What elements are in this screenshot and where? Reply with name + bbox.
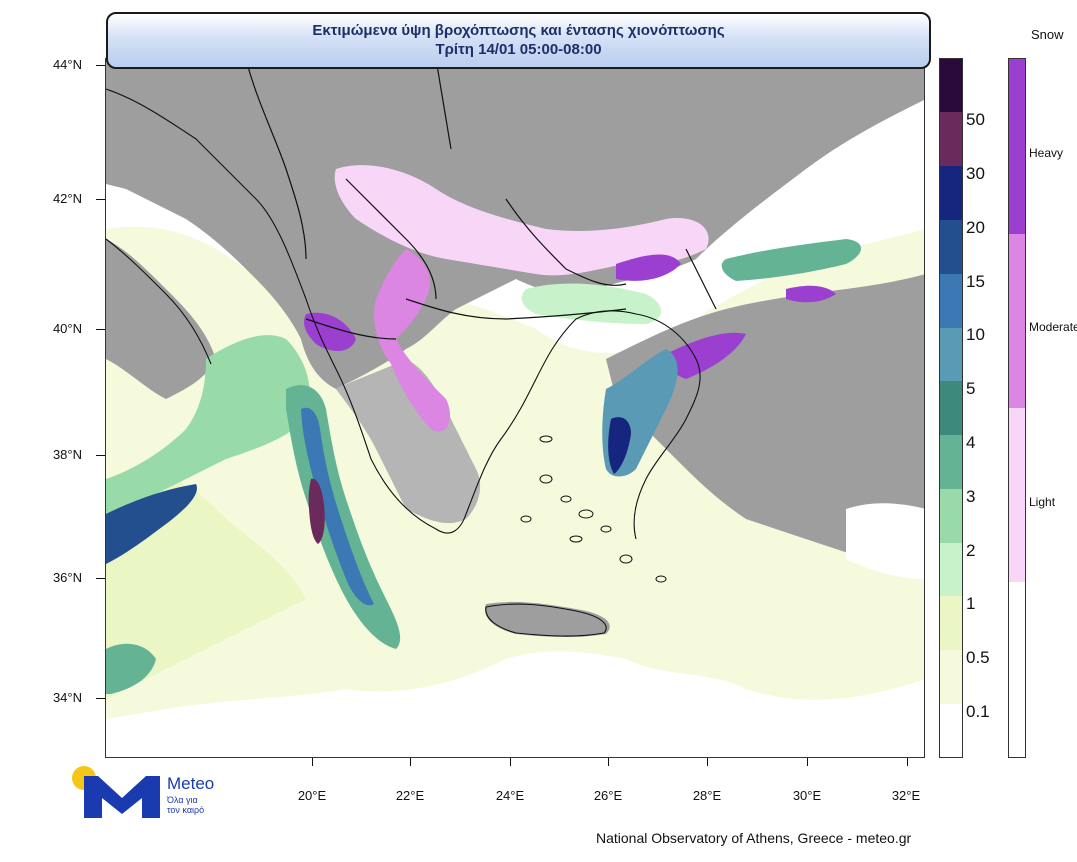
logo-tagline: Όλα για τον καιρό <box>167 795 227 815</box>
lon-label-28: 28°E <box>692 788 722 803</box>
lon-tick <box>707 758 708 766</box>
rain-swatch-below-01 <box>939 704 963 757</box>
lon-label-24: 24°E <box>495 788 525 803</box>
rain-swatch-05-1 <box>939 596 963 650</box>
lon-tick <box>410 758 411 766</box>
rain-level-label: 10 <box>966 325 985 344</box>
snow-level-heavy: Heavy <box>1029 146 1064 160</box>
logo-tagline-line2: τον καιρό <box>167 805 205 815</box>
cyprus-sea <box>846 503 924 579</box>
rain-swatch-4-5 <box>939 381 963 435</box>
meteo-logo-icon <box>84 776 160 818</box>
lat-tick <box>96 698 105 699</box>
lon-tick <box>807 758 808 766</box>
rain-level-label: 0.1 <box>966 702 990 721</box>
rain-swatch-2-3 <box>939 489 963 543</box>
snow-swatch-light <box>1008 408 1026 582</box>
rain-level-label: 50 <box>966 110 985 129</box>
lon-label-22: 22°E <box>395 788 425 803</box>
map-subtitle: Τρίτη 14/01 05:00-08:00 <box>435 41 602 58</box>
lon-tick <box>312 758 313 766</box>
lat-tick <box>96 578 105 579</box>
heavy-snow-anatolia <box>665 332 746 379</box>
lon-label-32: 32°E <box>891 788 921 803</box>
snow-level-light: Light <box>1029 495 1056 509</box>
logo-name: Meteo <box>167 774 215 793</box>
rain-level-label: 15 <box>966 272 985 291</box>
lat-tick <box>96 199 105 200</box>
rain-band-ionian-outer <box>106 335 310 519</box>
rain-band-north-aegean <box>521 283 661 324</box>
rain-swatch-3-4 <box>939 435 963 489</box>
logo-tagline-line1: Όλα για <box>167 795 198 805</box>
lon-label-26: 26°E <box>593 788 623 803</box>
rain-level-label: 3 <box>966 487 976 506</box>
snow-swatch-none <box>1008 582 1026 757</box>
lat-label-34: 34°N <box>52 690 82 705</box>
rain-swatch-50plus <box>939 59 963 112</box>
moderate-snow-greece <box>374 249 451 432</box>
lon-label-30: 30°E <box>792 788 822 803</box>
rain-level-label: 4 <box>966 433 976 452</box>
map-title: Εκτιμώμενα ύψη βροχόπτωσης και έντασης χ… <box>312 22 725 39</box>
rain-level-label: 5 <box>966 379 976 398</box>
rain-level-label: 20 <box>966 218 985 237</box>
map-canvas <box>106 59 924 757</box>
lat-label-44: 44°N <box>52 57 82 72</box>
coastlines <box>106 88 701 637</box>
heavy-snow-marmara <box>786 285 836 303</box>
crete-land <box>485 601 610 638</box>
rain-level-label: 0.5 <box>966 648 990 667</box>
snow-swatch-heavy <box>1008 59 1026 234</box>
snow-level-moderate: Moderate <box>1029 320 1077 334</box>
rain-level-label: 1 <box>966 594 976 613</box>
lat-label-42: 42°N <box>52 191 82 206</box>
rain-swatch-1-2 <box>939 543 963 596</box>
lat-label-36: 36°N <box>52 570 82 585</box>
rain-level-label: 30 <box>966 164 985 183</box>
rain-swatch-01-05 <box>939 650 963 704</box>
lon-tick <box>608 758 609 766</box>
snow-swatch-moderate <box>1008 234 1026 408</box>
lat-label-38: 38°N <box>52 447 82 462</box>
precipitation-map <box>105 58 925 758</box>
snow-legend-title: Snow <box>1031 27 1064 42</box>
greece-land <box>336 359 481 524</box>
rain-band-ionian-peak <box>308 478 325 544</box>
lat-label-40: 40°N <box>52 321 82 336</box>
rain-band-black-sea-coast <box>721 239 861 281</box>
lon-tick <box>907 758 908 766</box>
lat-tick <box>96 329 105 330</box>
footer-credit: National Observatory of Athens, Greece -… <box>596 830 912 846</box>
rain-band-west-sea <box>106 484 197 564</box>
rain-swatch-10-15 <box>939 274 963 328</box>
rain-swatch-20-30 <box>939 166 963 220</box>
rain-swatch-15-20 <box>939 220 963 274</box>
rain-band-libyan-sea <box>106 643 156 694</box>
italy-land <box>106 239 216 399</box>
rain-band-ionian-core <box>301 407 374 606</box>
lon-label-20: 20°E <box>297 788 327 803</box>
rain-band-aegean-core <box>608 417 631 474</box>
heavy-snow-thrace <box>616 254 681 281</box>
lat-tick <box>96 455 105 456</box>
rain-swatch-30-50 <box>939 112 963 166</box>
lon-tick <box>510 758 511 766</box>
rain-swatch-5-10 <box>939 328 963 381</box>
lat-tick <box>96 65 105 66</box>
map-title-box: Εκτιμώμενα ύψη βροχόπτωσης και έντασης χ… <box>106 12 931 69</box>
aegean-islands <box>520 435 667 583</box>
rain-level-label: 2 <box>966 541 976 560</box>
light-snow-north <box>334 165 709 276</box>
